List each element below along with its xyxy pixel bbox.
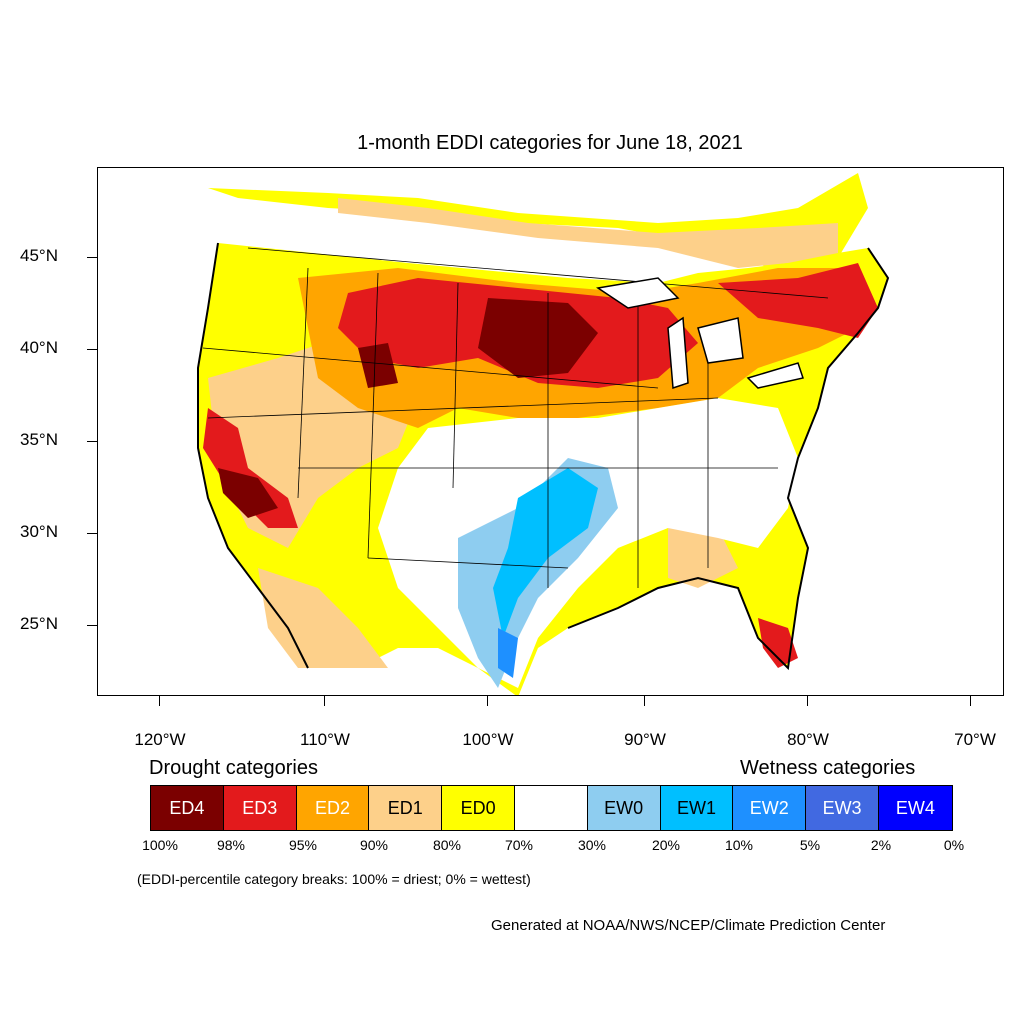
ed1-region-2 <box>258 568 388 668</box>
map-title: 1-month EDDI categories for June 18, 202… <box>357 132 743 154</box>
ed1-region-3 <box>668 528 738 588</box>
pct-label: 70% <box>504 837 534 853</box>
pct-label: 5% <box>799 837 821 853</box>
legend-box-ed4: ED4 <box>151 786 224 830</box>
pct-label: 20% <box>651 837 681 853</box>
lon-label-90: 90°W <box>624 730 666 749</box>
legend-label: ED2 <box>314 797 350 818</box>
lon-tick <box>807 696 808 706</box>
ew2-region <box>498 628 518 678</box>
ed4-region <box>478 298 598 378</box>
lon-label-120: 120°W <box>134 730 186 749</box>
credit-text: Generated at NOAA/NWS/NCEP/Climate Predi… <box>491 917 886 934</box>
lat-tick <box>87 349 97 350</box>
legend-box-ew0: EW0 <box>587 786 661 830</box>
legend-label: ED1 <box>387 797 423 818</box>
lon-label-80: 80°W <box>787 730 829 749</box>
lat-tick <box>87 441 97 442</box>
legend-label: EW1 <box>676 797 716 818</box>
pct-label: 30% <box>577 837 607 853</box>
great-lakes <box>596 277 804 390</box>
legend-box-ed2: ED2 <box>296 786 370 830</box>
lon-tick <box>970 696 971 706</box>
legend-label: ED0 <box>460 797 496 818</box>
eddi-map <box>97 167 1004 696</box>
ed4-region-2 <box>358 343 398 388</box>
legend-box-ed1: ED1 <box>369 786 443 830</box>
lat-label-40: 40°N <box>20 338 58 357</box>
pct-label: 10% <box>724 837 754 853</box>
legend-label: EW0 <box>604 797 644 818</box>
lat-label-45: 45°N <box>20 246 58 265</box>
lon-tick <box>159 696 160 706</box>
legend-label: EW3 <box>822 797 862 818</box>
ed3-northeast <box>718 263 878 338</box>
canada-band <box>208 173 868 278</box>
pct-label: 80% <box>432 837 462 853</box>
category-legend: ED4 ED3 ED2 ED1 ED0 EW0 EW1 EW2 EW3 EW4 <box>150 785 953 831</box>
pct-label: 90% <box>359 837 389 853</box>
legend-label: ED3 <box>242 797 278 818</box>
pct-label: 98% <box>216 837 246 853</box>
ew1-region <box>493 468 598 638</box>
wetness-categories-title: Wetness categories <box>740 757 916 779</box>
canada-orange <box>338 198 838 268</box>
legend-label: ED4 <box>169 797 205 818</box>
legend-box-ew3: EW3 <box>806 786 879 830</box>
legend-box-ew4: EW4 <box>878 786 952 830</box>
ed3-florida <box>758 618 798 668</box>
pct-label: 100% <box>142 837 178 853</box>
lon-label-70: 70°W <box>954 730 996 749</box>
lon-tick <box>324 696 325 706</box>
legend-label: EW4 <box>895 797 935 818</box>
pct-label: 0% <box>943 837 965 853</box>
lat-tick <box>87 257 97 258</box>
lon-tick <box>644 696 645 706</box>
lat-label-30: 30°N <box>20 522 58 541</box>
percentile-note: (EDDI-percentile category breaks: 100% =… <box>137 871 531 887</box>
eddi-map-graphic <box>197 173 890 695</box>
lat-tick <box>87 533 97 534</box>
lon-label-100: 100°W <box>462 730 514 749</box>
ed3-southwest <box>203 408 298 528</box>
legend-box-ew1: EW1 <box>660 786 734 830</box>
legend-box-normal <box>514 786 588 830</box>
drought-categories-title: Drought categories <box>149 757 318 779</box>
legend-box-ed3: ED3 <box>223 786 297 830</box>
state-borders <box>202 247 829 588</box>
lon-label-110: 110°W <box>300 730 350 749</box>
legend-label: EW2 <box>749 797 789 818</box>
coastline <box>197 242 890 671</box>
ed4-region-3 <box>218 468 278 518</box>
lat-tick <box>87 625 97 626</box>
lat-label-25: 25°N <box>20 614 58 633</box>
pct-label: 95% <box>288 837 318 853</box>
pct-label: 2% <box>870 837 892 853</box>
lon-tick <box>487 696 488 706</box>
legend-box-ew2: EW2 <box>733 786 807 830</box>
lat-label-35: 35°N <box>20 430 58 449</box>
legend-box-ed0: ED0 <box>442 786 515 830</box>
